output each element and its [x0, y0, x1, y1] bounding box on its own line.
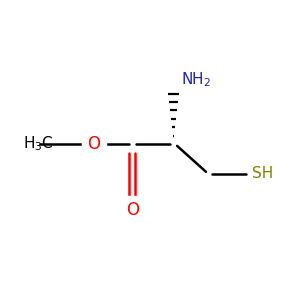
- Text: O: O: [88, 135, 100, 153]
- Text: O: O: [126, 201, 139, 219]
- Text: NH$_2$: NH$_2$: [181, 70, 211, 89]
- Text: SH: SH: [252, 166, 273, 181]
- Text: H$_3$C: H$_3$C: [23, 135, 54, 154]
